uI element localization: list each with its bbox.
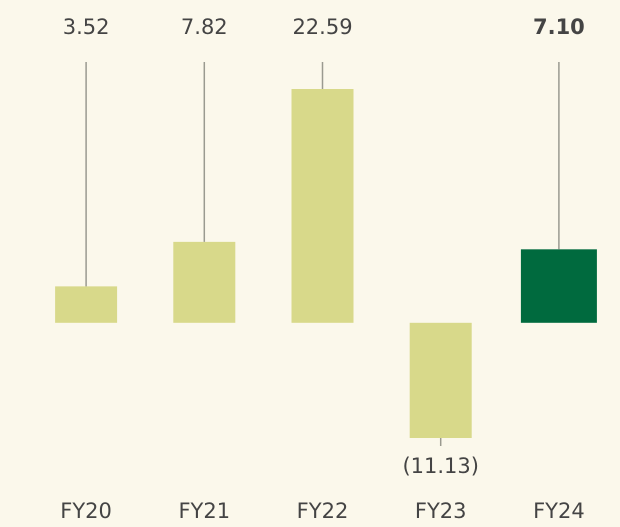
bar <box>520 249 597 323</box>
bar <box>55 286 118 323</box>
x-tick-label: FY20 <box>60 499 112 523</box>
x-tick-label: FY21 <box>178 499 230 523</box>
value-label: 7.82 <box>181 15 228 39</box>
x-tick-label: FY22 <box>297 499 349 523</box>
x-tick-label: FY24 <box>533 499 585 523</box>
bar <box>173 241 236 323</box>
value-label: 3.52 <box>63 15 110 39</box>
value-label: 22.59 <box>292 15 352 39</box>
bar <box>291 89 354 323</box>
value-label: (11.13) <box>402 454 479 478</box>
x-tick-label: FY23 <box>415 499 467 523</box>
value-label: 7.10 <box>533 15 585 39</box>
bar <box>409 322 472 438</box>
